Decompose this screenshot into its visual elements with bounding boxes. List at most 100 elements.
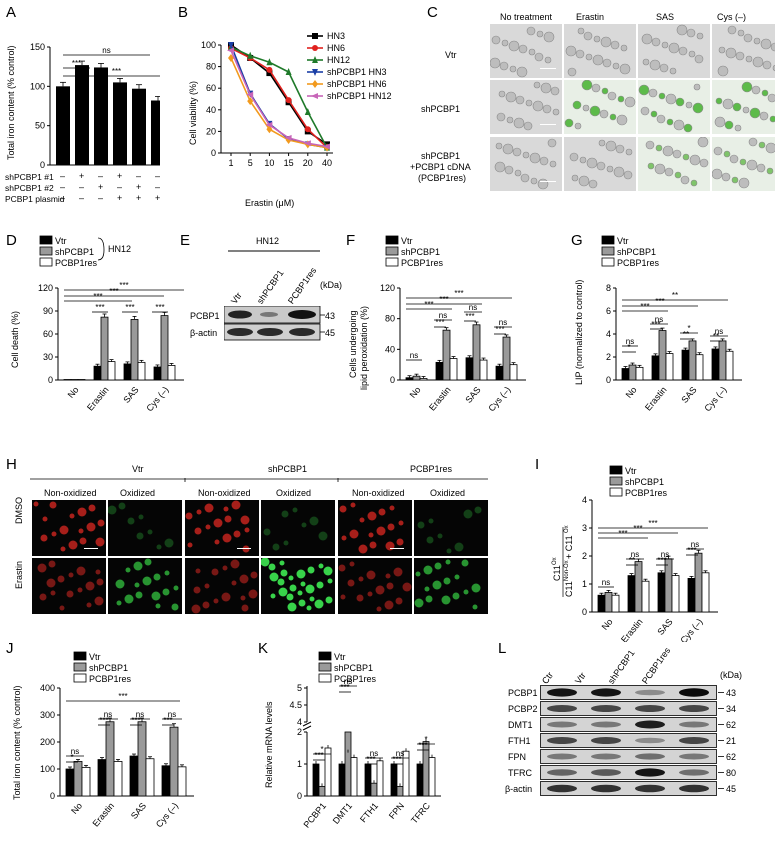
cell xyxy=(164,538,174,548)
cell xyxy=(338,564,346,572)
blot-band xyxy=(679,688,709,697)
sig-label: ** xyxy=(683,330,689,339)
legend-label: Vtr xyxy=(401,236,413,246)
x-tick-label: SAS xyxy=(129,801,148,821)
legend-label: PCBP1res xyxy=(55,258,98,268)
legend-swatch xyxy=(39,257,53,267)
panel-h-group-label: shPCBP1 xyxy=(268,464,308,474)
x-tick-label: SAS xyxy=(463,385,482,405)
blot-band xyxy=(547,721,577,728)
sig-label: *** xyxy=(93,292,102,301)
sig-label: *** xyxy=(687,546,696,555)
cell xyxy=(376,526,386,536)
cell xyxy=(116,600,122,606)
x-tick-label: DMT1 xyxy=(331,801,354,826)
panel-letter-c: C xyxy=(427,4,438,21)
sig-label: *** xyxy=(640,302,649,311)
cell xyxy=(536,30,544,38)
panel-a-row-label: PCBP1 plasmid xyxy=(5,194,65,204)
panel-l-size-label: 43 xyxy=(726,688,737,698)
panel-h-sub-label: Oxidized xyxy=(276,488,312,498)
bar xyxy=(665,353,674,381)
cell xyxy=(713,146,723,156)
cell xyxy=(638,84,650,96)
micrograph-cells xyxy=(496,81,560,131)
sig-label: ns xyxy=(499,318,507,327)
blot-band xyxy=(635,768,665,777)
series-line xyxy=(230,46,328,148)
cell xyxy=(509,65,517,73)
cell xyxy=(378,508,386,516)
cell xyxy=(515,95,525,105)
cell xyxy=(309,596,315,602)
cell xyxy=(588,179,598,189)
sig-label: *** xyxy=(163,716,172,725)
fluorescence-cells xyxy=(108,502,174,550)
y-tick-label: 120 xyxy=(38,283,53,293)
bar xyxy=(318,785,326,797)
blot-strip xyxy=(540,749,724,764)
sig-label: *** xyxy=(125,303,134,312)
panel-e-lane-label: shPCBP1 xyxy=(255,268,286,306)
cell xyxy=(231,500,241,510)
bar xyxy=(167,365,176,381)
scale-bar xyxy=(237,548,251,550)
cell xyxy=(547,138,557,148)
bar xyxy=(627,575,636,613)
sig-label: *** xyxy=(435,318,444,327)
panel-l-lane-label: Ctr xyxy=(540,670,556,686)
panel-e-kda: (kDa) xyxy=(320,280,342,290)
cell xyxy=(583,31,593,41)
sig-label: ** xyxy=(672,291,678,300)
cell xyxy=(656,114,666,124)
sig-label: ns xyxy=(661,550,669,559)
bar xyxy=(442,329,451,381)
y-tick-label: 4.5 xyxy=(289,700,302,710)
y-tick-label: 0 xyxy=(297,791,302,801)
cell xyxy=(463,509,473,519)
y-tick-label: 6 xyxy=(606,306,611,316)
cell xyxy=(502,143,514,155)
cell xyxy=(607,91,617,101)
cell xyxy=(682,153,690,161)
cell xyxy=(133,561,143,571)
panel-c-col-header: Erastin xyxy=(576,12,605,22)
y-tick-label: 40 xyxy=(385,344,395,354)
cell xyxy=(454,574,460,580)
cell xyxy=(224,515,232,523)
cell xyxy=(672,149,682,159)
cell xyxy=(318,563,324,569)
panel-l-protein-label: PCBP2 xyxy=(508,704,538,714)
cell xyxy=(398,520,404,526)
y-tick-label: 0 xyxy=(50,791,55,801)
bar xyxy=(428,757,436,797)
cell xyxy=(505,91,517,103)
sig-label: *** xyxy=(118,692,127,701)
panel-h-row-label: Erastin xyxy=(14,560,24,589)
cell xyxy=(57,575,65,583)
y-tick-label: 60 xyxy=(43,329,53,339)
legend-swatch xyxy=(73,651,87,661)
cell xyxy=(664,167,674,177)
cell xyxy=(86,602,92,608)
svg-text:Ox: Ox xyxy=(564,525,570,533)
panel-a-sign: – xyxy=(60,171,66,181)
micrograph-tile xyxy=(564,80,636,134)
x-tick-label: Cys (–) xyxy=(486,385,512,414)
cell xyxy=(522,151,530,159)
x-tick-label: 10 xyxy=(264,158,274,168)
cell xyxy=(350,502,356,508)
panel-letter-b: B xyxy=(178,4,189,21)
fluorescence-cells xyxy=(115,558,179,611)
sig-label: ns xyxy=(715,327,723,336)
x-tick-label: No xyxy=(66,385,81,400)
panel-j-ylabel: Total iron content (% control) xyxy=(12,685,22,800)
cell xyxy=(173,585,179,591)
cell xyxy=(223,506,229,512)
cell xyxy=(508,40,520,52)
bar xyxy=(671,575,680,613)
micrograph-tile xyxy=(564,137,636,191)
sig-label: *** xyxy=(155,303,164,312)
cell xyxy=(49,501,57,509)
marker xyxy=(312,33,318,39)
